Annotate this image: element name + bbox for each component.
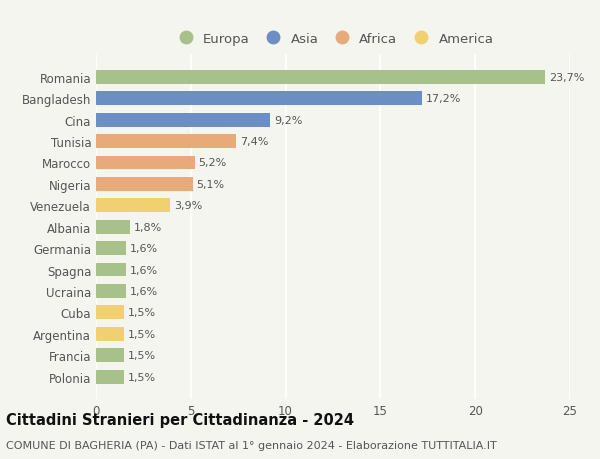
Text: COMUNE DI BAGHERIA (PA) - Dati ISTAT al 1° gennaio 2024 - Elaborazione TUTTITALI: COMUNE DI BAGHERIA (PA) - Dati ISTAT al … — [6, 440, 497, 450]
Bar — [96, 284, 127, 298]
Bar — [96, 92, 422, 106]
Text: Cittadini Stranieri per Cittadinanza - 2024: Cittadini Stranieri per Cittadinanza - 2… — [6, 412, 354, 427]
Text: 1,5%: 1,5% — [128, 329, 157, 339]
Text: 1,6%: 1,6% — [130, 265, 158, 275]
Bar — [96, 113, 271, 127]
Bar — [96, 220, 130, 234]
Text: 1,5%: 1,5% — [128, 372, 157, 382]
Text: 23,7%: 23,7% — [549, 73, 584, 83]
Bar — [96, 370, 124, 384]
Bar — [96, 263, 127, 277]
Text: 7,4%: 7,4% — [240, 137, 268, 147]
Bar — [96, 135, 236, 149]
Bar — [96, 306, 124, 319]
Text: 1,6%: 1,6% — [130, 244, 158, 253]
Text: 1,6%: 1,6% — [130, 286, 158, 296]
Legend: Europa, Asia, Africa, America: Europa, Asia, Africa, America — [167, 27, 499, 51]
Text: 5,1%: 5,1% — [196, 179, 224, 190]
Text: 1,5%: 1,5% — [128, 350, 157, 360]
Bar — [96, 241, 127, 256]
Bar — [96, 348, 124, 362]
Bar — [96, 178, 193, 191]
Text: 9,2%: 9,2% — [274, 115, 302, 125]
Text: 1,8%: 1,8% — [134, 222, 162, 232]
Text: 1,5%: 1,5% — [128, 308, 157, 318]
Text: 3,9%: 3,9% — [174, 201, 202, 211]
Bar — [96, 71, 545, 84]
Text: 17,2%: 17,2% — [426, 94, 461, 104]
Bar — [96, 156, 194, 170]
Bar — [96, 327, 124, 341]
Bar — [96, 199, 170, 213]
Text: 5,2%: 5,2% — [199, 158, 227, 168]
